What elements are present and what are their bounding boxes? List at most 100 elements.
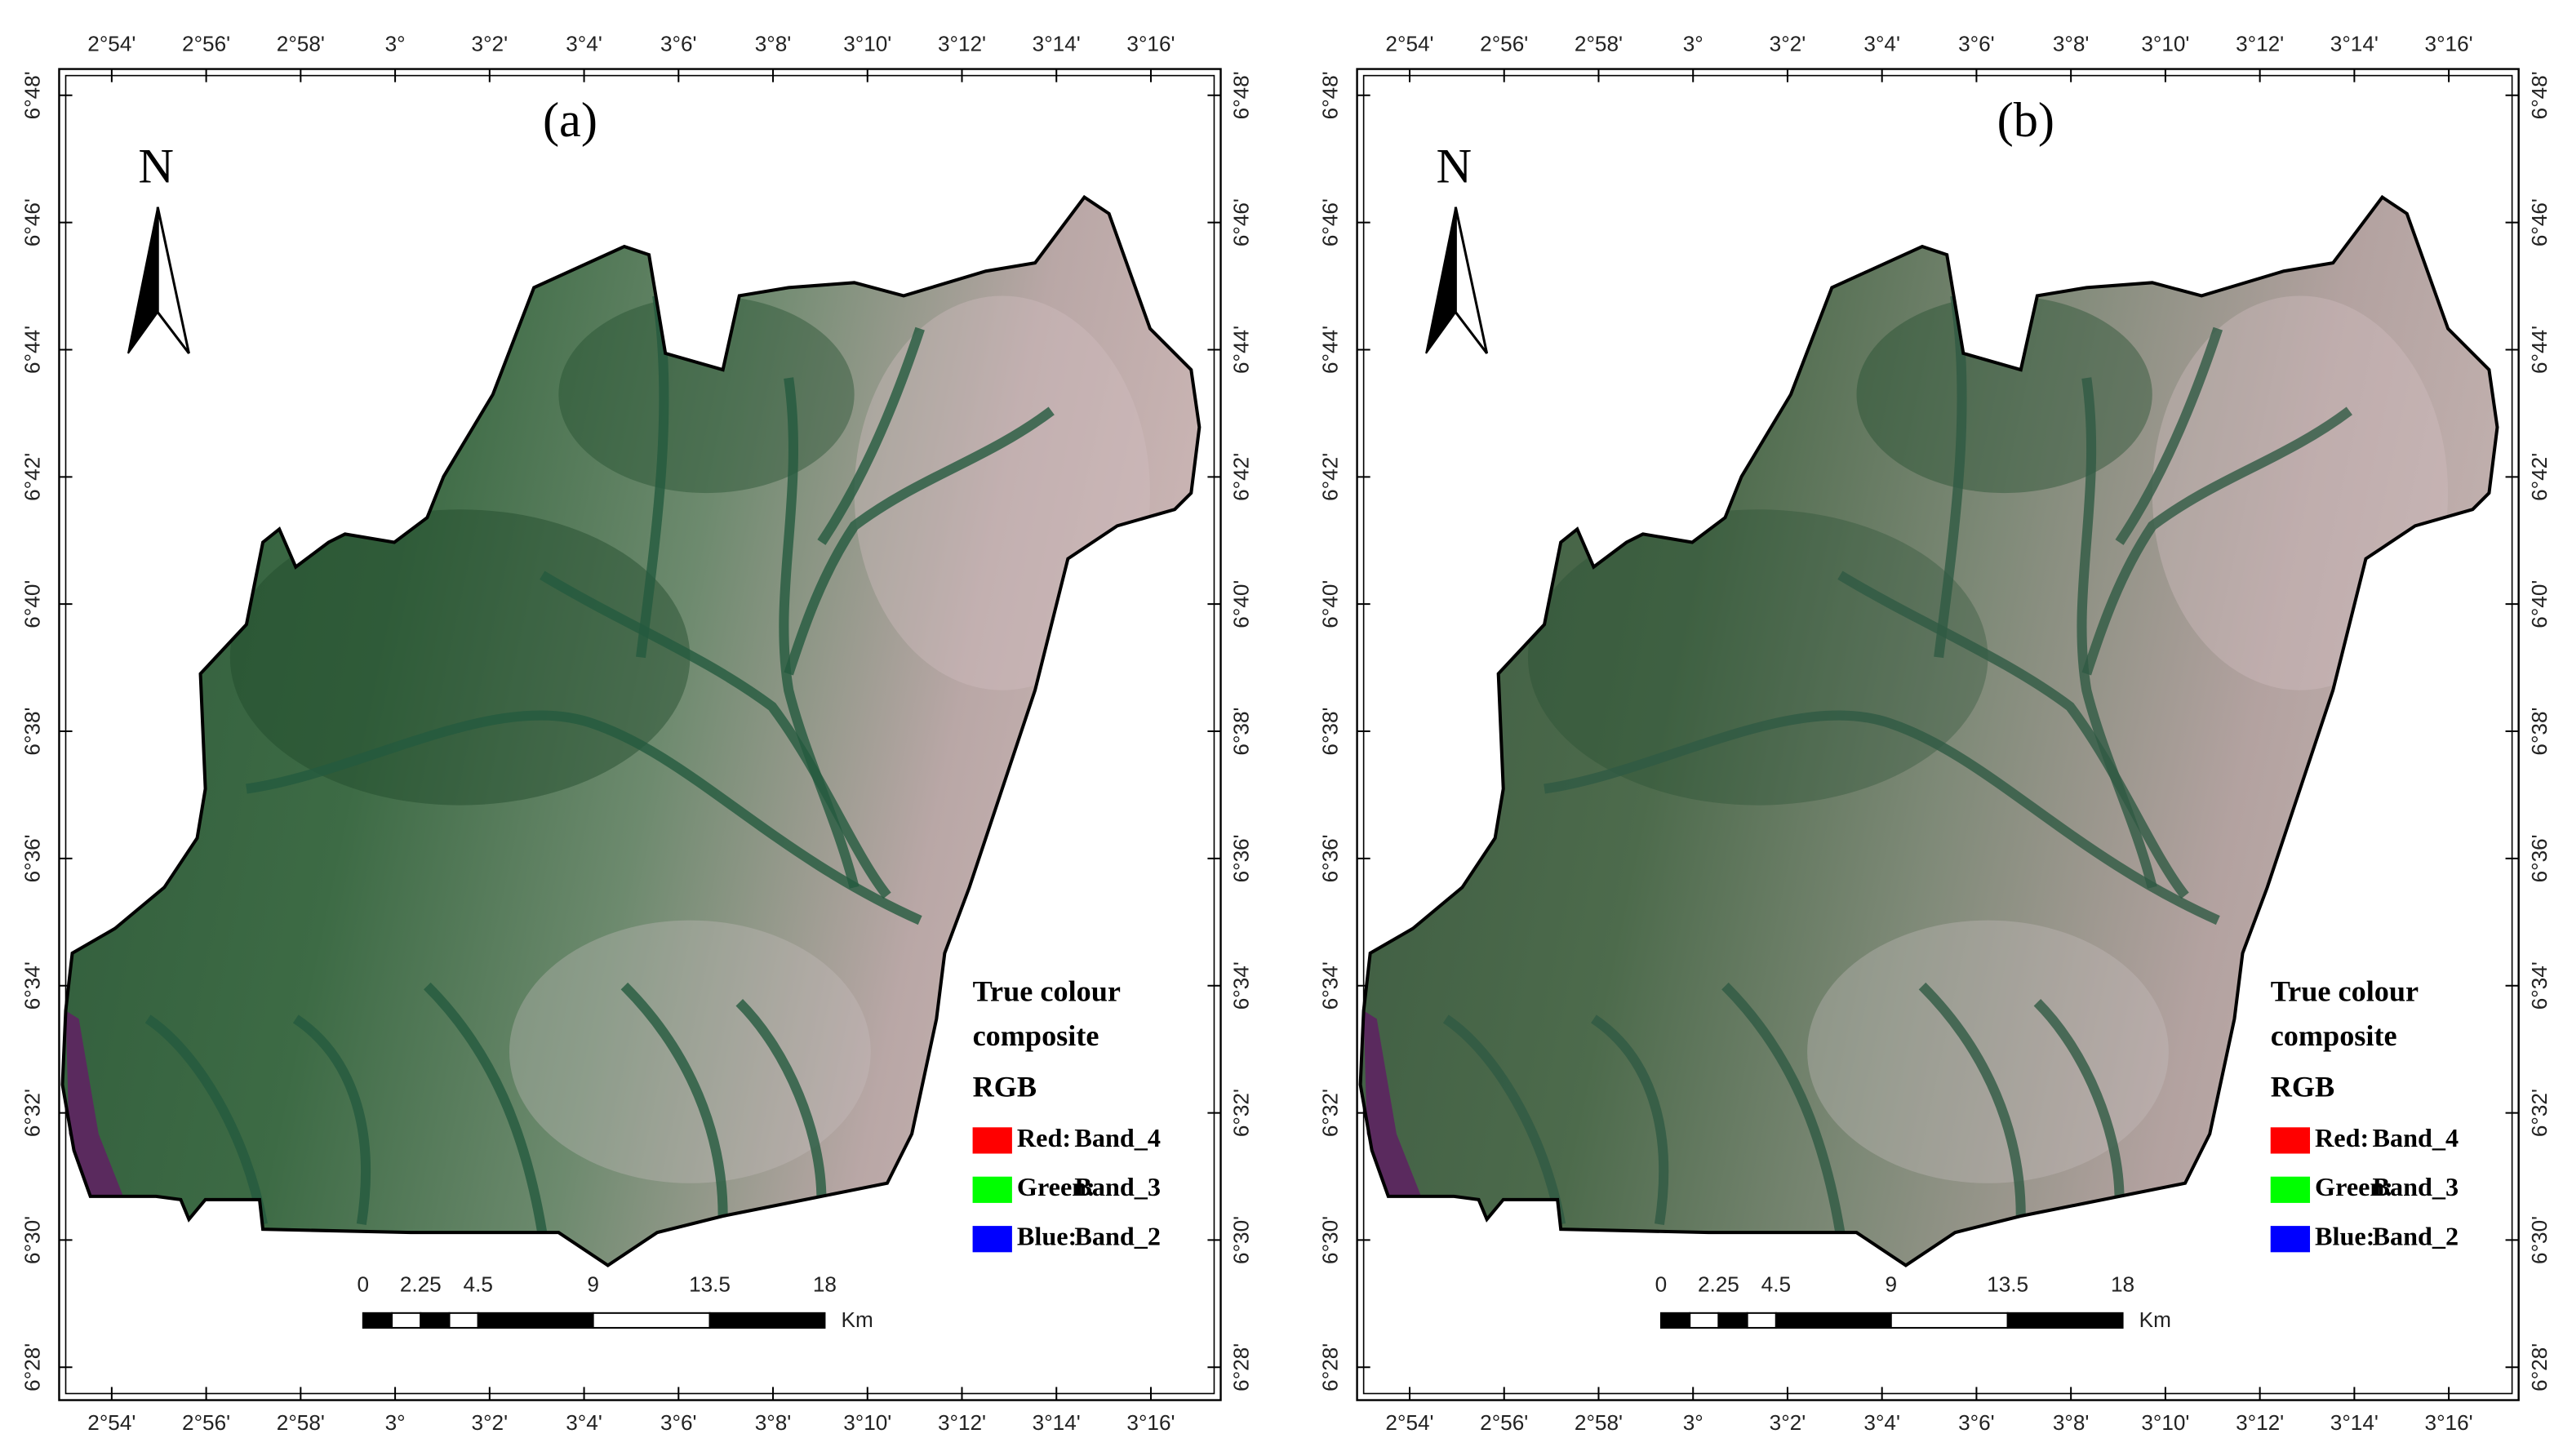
latitude-label-left: 6°46' xyxy=(1317,198,1342,246)
longitude-label-bottom: 2°56' xyxy=(182,1410,230,1435)
latitude-label-right: 6°44' xyxy=(2527,326,2552,374)
legend-swatch xyxy=(972,1127,1012,1154)
latitude-label-right: 6°38' xyxy=(1229,707,1254,755)
river-channel xyxy=(144,1014,268,1226)
vegetation-patch xyxy=(229,509,691,806)
river-channel xyxy=(1591,1014,1669,1226)
longitude-label-top: 3°14' xyxy=(2330,31,2379,55)
latitude-label-right: 6°36' xyxy=(1229,834,1254,882)
longitude-label-top: 2°54' xyxy=(87,31,135,55)
latitude-label-left: 6°34' xyxy=(20,961,44,1010)
longitude-label-top: 2°56' xyxy=(182,31,230,55)
legend-subtitle: RGB xyxy=(2271,1070,2334,1103)
latitude-label-left: 6°32' xyxy=(20,1089,44,1137)
latitude-label-left: 6°44' xyxy=(20,326,44,374)
latitude-label-left: 6°34' xyxy=(1317,961,1342,1010)
legend-label: Green: xyxy=(1017,1172,1095,1201)
scale-bar-label: 0 xyxy=(358,1272,370,1297)
longitude-label-top: 3°14' xyxy=(1033,31,1081,55)
longitude-label-top: 3°10' xyxy=(843,31,891,55)
scale-bar-segment xyxy=(592,1312,711,1329)
longitude-label-top: 3°16' xyxy=(1126,31,1175,55)
longitude-label-bottom: 3°16' xyxy=(1126,1410,1175,1435)
longitude-label-top: 3°12' xyxy=(938,31,986,55)
river-channel xyxy=(540,570,891,899)
latitude-label-right: 6°38' xyxy=(2527,707,2552,755)
river-channel xyxy=(779,377,860,889)
legend-title: composite xyxy=(2271,1019,2397,1052)
legend-title: composite xyxy=(973,1019,1099,1052)
legend-label: Green: xyxy=(2315,1172,2393,1201)
river-channel xyxy=(2077,377,2157,889)
latitude-label-right: 6°28' xyxy=(1229,1343,1254,1392)
scale-bar-segment xyxy=(391,1312,422,1329)
longitude-label-top: 3°4' xyxy=(1863,31,1900,55)
longitude-label-bottom: 3°6' xyxy=(1958,1410,1995,1435)
study-area-boundary xyxy=(1358,194,2499,1267)
latitude-label-left: 6°38' xyxy=(1317,707,1342,755)
scale-bar-label: 13.5 xyxy=(1987,1272,2028,1297)
latitude-label-right: 6°36' xyxy=(2527,834,2552,882)
map-inner-frame xyxy=(1362,74,2513,1395)
river-channel xyxy=(292,1014,371,1226)
study-area-image xyxy=(62,197,1200,1266)
panel-label: (b) xyxy=(1997,93,2054,148)
latitude-label-left: 6°42' xyxy=(20,453,44,501)
legend-title: True colour xyxy=(973,975,1121,1008)
scale-bar-segment xyxy=(1689,1312,1720,1329)
longitude-label-top: 3° xyxy=(1683,31,1703,55)
scale-bar-label: 2.25 xyxy=(400,1272,442,1297)
scale-bar-label: 18 xyxy=(813,1272,837,1297)
longitude-label-bottom: 3°2' xyxy=(1770,1410,1806,1435)
river-channel xyxy=(1837,570,2189,899)
latitude-label-right: 6°48' xyxy=(1229,71,1254,119)
study-area-image xyxy=(1360,197,2498,1266)
longitude-label-bottom: 3°8' xyxy=(2053,1410,2090,1435)
latitude-label-left: 6°46' xyxy=(20,198,44,246)
scale-bar-label: 0 xyxy=(1655,1272,1668,1297)
legend-swatch xyxy=(2270,1176,2311,1203)
lagoon xyxy=(1363,1010,1422,1196)
legend-band: Band_3 xyxy=(1074,1172,1161,1201)
scale-bar-segment xyxy=(448,1312,479,1329)
river-channel xyxy=(1918,982,2026,1217)
scale-bar-segment xyxy=(1775,1312,1892,1329)
latitude-label-right: 6°46' xyxy=(1229,198,1254,246)
longitude-label-top: 3°2' xyxy=(472,31,509,55)
longitude-label-bottom: 3°4' xyxy=(1863,1410,1900,1435)
longitude-label-bottom: 3° xyxy=(1683,1410,1703,1435)
legend-label: Blue: xyxy=(1017,1222,1077,1251)
latitude-label-left: 6°40' xyxy=(1317,580,1342,628)
legend-swatch xyxy=(972,1176,1012,1203)
legend-band: Band_4 xyxy=(1074,1123,1161,1152)
scale-bar-label: 18 xyxy=(2111,1272,2134,1297)
latitude-label-right: 6°34' xyxy=(1229,961,1254,1010)
longitude-label-bottom: 2°58' xyxy=(1575,1410,1623,1435)
north-arrow-right xyxy=(1454,206,1489,354)
latitude-label-left: 6°42' xyxy=(1317,453,1342,501)
longitude-label-top: 3°4' xyxy=(566,31,602,55)
longitude-label-bottom: 3°10' xyxy=(843,1410,891,1435)
scale-bar-label: 13.5 xyxy=(689,1272,731,1297)
vegetation-patch xyxy=(558,295,855,494)
scale-bar-segment xyxy=(420,1312,451,1329)
legend-swatch xyxy=(2270,1226,2311,1253)
longitude-label-top: 3°8' xyxy=(755,31,792,55)
river-channel xyxy=(1544,710,2220,926)
urban-patch xyxy=(509,920,871,1183)
river-channel xyxy=(2115,326,2223,545)
longitude-label-top: 3°2' xyxy=(1770,31,1806,55)
longitude-label-top: 3°10' xyxy=(2141,31,2189,55)
latitude-label-left: 6°36' xyxy=(20,834,44,882)
scale-bar-segment xyxy=(477,1312,594,1329)
river-channel xyxy=(784,406,1055,676)
legend-title: True colour xyxy=(2271,975,2419,1008)
river-channel xyxy=(620,982,728,1217)
latitude-label-left: 6°44' xyxy=(1317,326,1342,374)
longitude-label-bottom: 2°54' xyxy=(1385,1410,1433,1435)
longitude-label-top: 3°12' xyxy=(2236,31,2284,55)
legend-band: Band_2 xyxy=(2373,1222,2459,1251)
legend-swatch xyxy=(2270,1127,2311,1154)
longitude-label-bottom: 3°2' xyxy=(472,1410,509,1435)
